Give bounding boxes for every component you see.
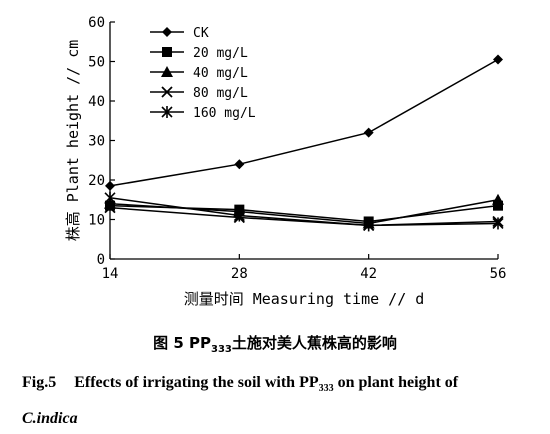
y-tick-label: 40: [88, 94, 105, 110]
x-tick-label: 28: [231, 266, 248, 282]
y-tick-label: 0: [97, 252, 105, 268]
y-tick-label: 30: [88, 134, 105, 150]
series-line-3: [109, 206, 499, 227]
data-point-0-1: [234, 159, 245, 170]
caption-en-label: Fig.5: [22, 374, 57, 391]
series-line-0: [109, 58, 499, 187]
legend-marker-3: [161, 86, 173, 98]
x-tick-label: 14: [102, 266, 119, 282]
x-tick-label: 42: [360, 266, 377, 282]
series-line-2: [109, 199, 499, 225]
line-chart: 0 10 20 30 40 50 60 14 28 42 56 CK 20 mg/L 40 mg/L 80…: [64, 15, 506, 308]
caption-en-species: C.indica: [22, 410, 78, 428]
data-point-0-3: [493, 54, 503, 65]
series-line-4: [109, 197, 499, 227]
y-tick-label: 20: [88, 173, 105, 189]
legend-marker-0: [162, 27, 172, 37]
legend-label-3: 80 mg/L: [193, 86, 248, 101]
y-tick-label: 50: [88, 55, 105, 71]
y-axis-title: 株高 Plant height // cm: [64, 40, 82, 242]
data-point-0-2: [363, 127, 374, 138]
legend-label-0: CK: [193, 26, 209, 41]
caption-english: Fig.5 Effects of irrigating the soil with…: [22, 368, 542, 434]
data-point-4-2: [363, 219, 375, 232]
legend-marker-1: [162, 47, 172, 57]
legend-marker-2: [161, 66, 173, 77]
data-point-3-0: [104, 202, 116, 214]
legend: CK 20 mg/L 40 mg/L 80 mg/L 160 mg/L: [150, 26, 256, 121]
caption-cn-rest: 土施对美人蕉株高的影响: [231, 334, 397, 352]
data-point-2-3: [492, 193, 504, 205]
caption-cn-prefix: 图 5 PP: [153, 334, 211, 352]
data-point-4-3: [492, 217, 504, 230]
x-axis-title: 测量时间 Measuring time // d: [184, 290, 425, 308]
series-line-1: [109, 204, 499, 223]
y-tick-label: 60: [88, 15, 105, 31]
legend-marker-4: [161, 106, 173, 118]
data-point-0-0: [105, 180, 115, 191]
x-tick-label: 56: [490, 266, 507, 282]
data-point-4-0: [104, 191, 116, 204]
axes: 0 10 20 30 40 50 60 14 28 42 56: [88, 15, 506, 282]
caption-en-sub: 333: [318, 383, 334, 395]
legend-label-2: 40 mg/L: [193, 66, 248, 81]
y-tick-label: 10: [88, 213, 105, 229]
legend-label-1: 20 mg/L: [193, 46, 248, 61]
legend-label-4: 160 mg/L: [193, 106, 256, 121]
data-point-1-3: [493, 200, 503, 211]
caption-chinese: 图 5 PP333土施对美人蕉株高的影响: [0, 332, 550, 355]
caption-cn-sub: 333: [210, 344, 232, 355]
caption-en-text-1: Effects of irrigating the soil with PP: [74, 374, 319, 391]
series-layer: [104, 54, 504, 232]
caption-en-text-2: on plant height of: [333, 374, 459, 391]
data-point-4-1: [233, 209, 245, 222]
